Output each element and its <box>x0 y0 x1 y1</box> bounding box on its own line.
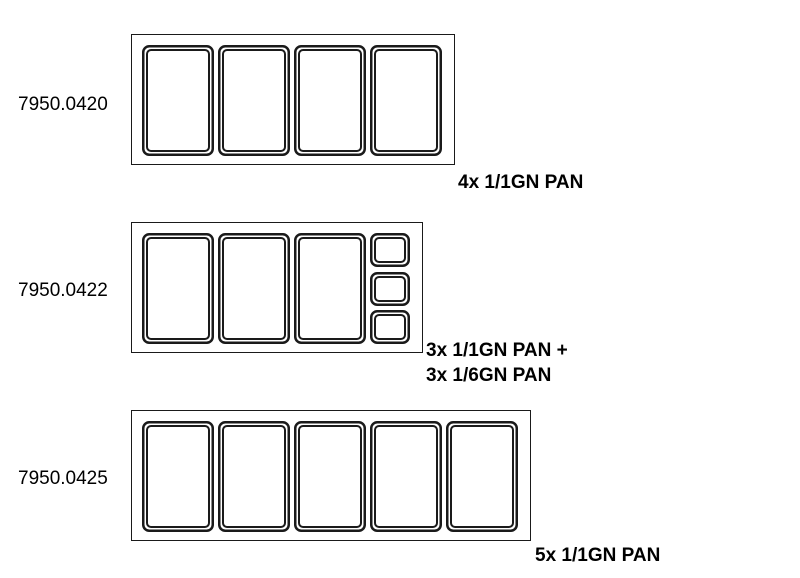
product-code: 7950.0422 <box>18 280 108 302</box>
pan-large <box>218 45 290 154</box>
product-caption: 5x 1/1GN PAN <box>535 544 660 569</box>
pan-icon <box>218 45 290 156</box>
pan-large <box>142 233 214 342</box>
pan-large <box>294 421 366 530</box>
pan-icon <box>294 233 366 344</box>
pan-large <box>142 45 214 154</box>
pan-icon <box>370 272 410 306</box>
pan-large <box>142 421 214 530</box>
pan-small-column <box>370 233 410 344</box>
pan-icon <box>142 233 214 344</box>
pan-large <box>218 233 290 342</box>
pan-icon <box>218 421 290 532</box>
pan-large <box>218 421 290 530</box>
pan-icon <box>370 233 410 267</box>
pan-frame-0422 <box>131 222 423 353</box>
pan-large <box>294 233 366 342</box>
pan-icon <box>142 421 214 532</box>
pan-icon <box>370 421 442 532</box>
pan-icon <box>294 421 366 532</box>
pan-small <box>370 233 410 267</box>
pan-icon <box>370 310 410 344</box>
product-code: 7950.0420 <box>18 94 108 116</box>
product-code: 7950.0425 <box>18 468 108 490</box>
pan-icon <box>446 421 518 532</box>
pan-icon <box>370 45 442 156</box>
pan-small <box>370 272 410 306</box>
pan-icon <box>294 45 366 156</box>
pan-icon <box>218 233 290 344</box>
product-caption: 4x 1/1GN PAN <box>458 171 583 196</box>
pan-frame-0420 <box>131 34 455 165</box>
pan-frame-0425 <box>131 410 531 541</box>
pan-large <box>370 45 442 154</box>
pan-large <box>294 45 366 154</box>
product-caption: 3x 1/1GN PAN + 3x 1/6GN PAN <box>426 339 568 388</box>
pan-icon <box>142 45 214 156</box>
pan-large <box>446 421 518 530</box>
pan-small <box>370 310 410 344</box>
pan-large <box>370 421 442 530</box>
